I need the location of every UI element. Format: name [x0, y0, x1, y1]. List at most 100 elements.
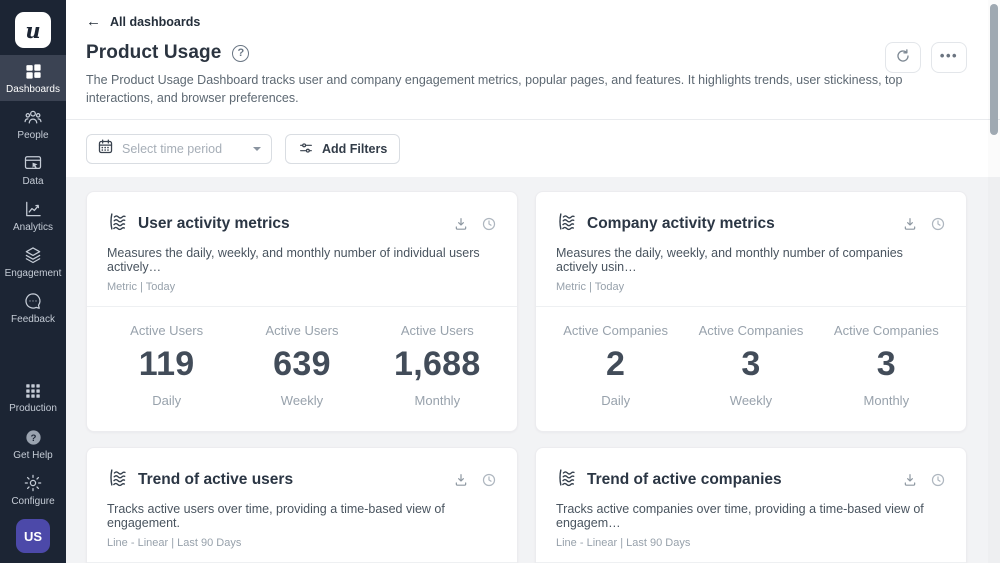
title-help-icon[interactable]: ?	[232, 44, 250, 62]
card-title: Company activity metrics	[587, 215, 775, 233]
stat-label: Active Users	[400, 322, 474, 338]
page-description: The Product Usage Dashboard tracks user …	[86, 73, 903, 106]
stat-daily-active-companies: Active Companies 2 Daily	[556, 323, 676, 408]
analytics-icon	[23, 199, 43, 219]
card-description: Measures the daily, weekly, and monthly …	[107, 246, 480, 275]
stat-daily-active-users: Active Users 119 Daily	[107, 323, 227, 408]
card-company-activity-metrics: Company activity metrics Measures the da…	[535, 191, 967, 433]
back-arrow-icon: ←	[86, 13, 101, 30]
card-description: Measures the daily, weekly, and monthly …	[556, 246, 903, 275]
stat-period: Weekly	[729, 392, 773, 408]
svg-text:?: ?	[30, 432, 36, 443]
card-trend-active-companies: Trend of active companies Tracks active …	[535, 447, 967, 563]
vertical-scrollbar[interactable]	[988, 0, 1000, 563]
stat-period: Daily	[152, 392, 182, 408]
card-meta: Line - Linear | Last 90 Days	[556, 537, 691, 550]
stat-value: 3	[876, 344, 896, 383]
stat-value: 1,688	[394, 344, 481, 383]
sidebar: u Dashboards People Data Analytics	[0, 0, 66, 563]
people-icon	[23, 107, 43, 127]
stat-label: Active Companies	[833, 322, 939, 338]
metric-waves-icon	[556, 211, 577, 237]
add-filters-button[interactable]: Add Filters	[285, 134, 401, 165]
stat-label: Active Users	[265, 322, 339, 338]
card-user-activity-metrics: User activity metrics Measures the daily…	[86, 191, 518, 433]
metric-waves-icon	[107, 211, 128, 237]
download-icon[interactable]	[902, 216, 918, 232]
calendar-icon	[97, 138, 114, 160]
filter-bar: Select time period Add Filters	[66, 120, 1000, 178]
sidebar-item-label: Dashboards	[6, 83, 60, 95]
sidebar-item-analytics[interactable]: Analytics	[0, 193, 66, 239]
sidebar-item-engagement[interactable]: Engagement	[0, 239, 66, 285]
stat-weekly-active-companies: Active Companies 3 Weekly	[691, 323, 811, 408]
metric-waves-icon	[556, 467, 577, 493]
sidebar-item-label: Production	[9, 403, 57, 414]
metric-waves-icon	[107, 467, 128, 493]
time-period-placeholder: Select time period	[122, 142, 223, 157]
history-clock-icon[interactable]	[481, 472, 497, 488]
stat-label: Active Companies	[563, 322, 669, 338]
stat-monthly-active-users: Active Users 1,688 Monthly	[377, 323, 497, 408]
stat-value: 3	[741, 344, 761, 383]
sidebar-item-label: Analytics	[12, 222, 53, 233]
sidebar-item-dashboards[interactable]: Dashboards	[0, 55, 66, 101]
refresh-icon	[895, 48, 911, 67]
scrollbar-thumb[interactable]	[990, 4, 998, 135]
data-icon	[23, 153, 43, 173]
history-clock-icon[interactable]	[930, 216, 946, 232]
stat-period: Monthly	[414, 392, 461, 408]
sidebar-item-production[interactable]: Production	[0, 375, 66, 421]
card-trend-active-users: Trend of active users Tracks active user…	[86, 447, 518, 563]
card-title: Trend of active users	[138, 471, 294, 489]
page-header: ← All dashboards Product Usage ? The Pro…	[66, 0, 1000, 121]
page-title: Product Usage	[86, 42, 222, 63]
download-icon[interactable]	[902, 472, 918, 488]
engagement-icon	[23, 245, 43, 265]
back-to-dashboards-link[interactable]: ← All dashboards	[86, 13, 201, 30]
feedback-icon	[23, 291, 43, 311]
help-icon: ?	[24, 428, 43, 447]
stat-monthly-active-companies: Active Companies 3 Monthly	[826, 323, 946, 408]
more-options-button[interactable]: •••	[931, 42, 967, 73]
history-clock-icon[interactable]	[481, 216, 497, 232]
sidebar-item-people[interactable]: People	[0, 101, 66, 147]
app-logo[interactable]: u	[15, 12, 51, 48]
sidebar-item-get-help[interactable]: ? Get Help	[0, 421, 66, 467]
card-meta: Metric | Today	[556, 281, 625, 294]
sidebar-item-label: People	[17, 130, 49, 141]
production-grid-icon	[24, 382, 42, 400]
sidebar-item-configure[interactable]: Configure	[0, 467, 66, 513]
dashboard-grid: User activity metrics Measures the daily…	[66, 177, 1000, 563]
stat-weekly-active-users: Active Users 639 Weekly	[242, 323, 362, 408]
history-clock-icon[interactable]	[930, 472, 946, 488]
card-description: Tracks active companies over time, provi…	[556, 502, 924, 531]
sidebar-item-label: Feedback	[11, 314, 55, 325]
stat-label: Active Users	[130, 322, 204, 338]
download-icon[interactable]	[453, 216, 469, 232]
add-filters-label: Add Filters	[322, 142, 388, 157]
dashboards-icon	[24, 62, 43, 81]
stat-period: Daily	[601, 392, 631, 408]
refresh-button[interactable]	[885, 42, 921, 73]
card-title: User activity metrics	[138, 215, 290, 233]
sidebar-item-label: Configure	[11, 496, 55, 507]
sidebar-item-label: Engagement	[4, 268, 62, 279]
user-avatar[interactable]: US	[16, 519, 50, 553]
filter-sliders-icon	[298, 140, 314, 159]
stat-value: 119	[138, 344, 195, 383]
card-title: Trend of active companies	[587, 471, 782, 489]
sidebar-item-label: Get Help	[13, 449, 53, 461]
card-meta: Line - Linear | Last 90 Days	[107, 537, 242, 550]
sidebar-item-feedback[interactable]: Feedback	[0, 285, 66, 331]
stat-value: 2	[606, 344, 626, 383]
sidebar-item-data[interactable]: Data	[0, 147, 66, 193]
chevron-down-icon	[253, 147, 261, 152]
download-icon[interactable]	[453, 472, 469, 488]
stat-label: Active Companies	[698, 322, 804, 338]
back-link-label: All dashboards	[110, 15, 201, 29]
stat-period: Monthly	[863, 392, 910, 408]
sidebar-item-label: Data	[22, 176, 44, 187]
card-meta: Metric | Today	[107, 281, 176, 294]
time-period-select[interactable]: Select time period	[86, 134, 272, 165]
